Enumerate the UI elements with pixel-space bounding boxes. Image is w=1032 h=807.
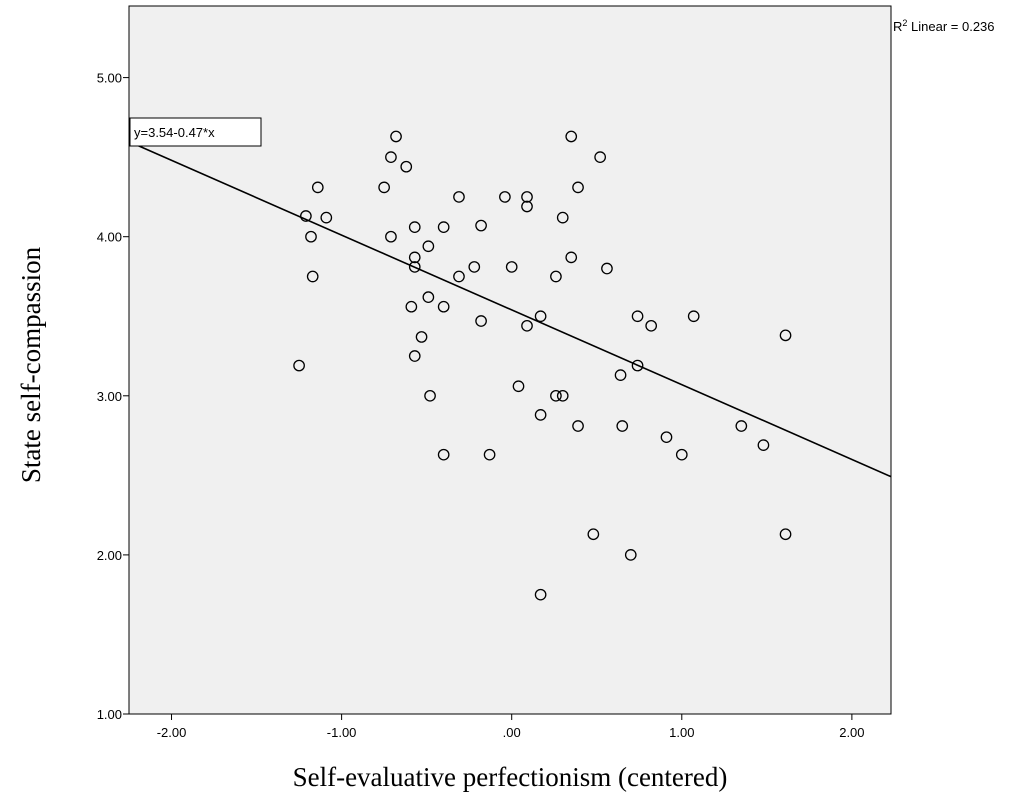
data-point [293,359,305,372]
data-point [757,439,770,451]
data-point [422,240,435,253]
x-tick-label: 2.00 [839,725,864,740]
data-points [293,130,792,601]
data-point [475,219,487,232]
data-point [378,181,390,194]
data-point [556,211,569,224]
data-point [306,270,319,283]
data-point [550,270,562,283]
regression-line [128,140,892,478]
equation-box: y=3.54-0.47*x [129,117,262,147]
data-point [521,319,533,332]
data-point [594,151,606,163]
data-point [385,151,397,163]
x-tick-label: .00 [503,725,521,740]
data-point [385,230,397,243]
y-axis: 1.00 2.00 3.00 4.00 5.00 [97,71,129,722]
equation-label: y=3.54-0.47*x [134,125,215,140]
data-point [614,369,627,381]
r-squared-label: R2 Linear = 0.236 [893,18,995,34]
data-point [320,211,333,224]
data-point [556,389,569,402]
data-point [311,181,324,194]
data-point [565,130,578,143]
data-point [521,191,533,203]
data-point [422,291,435,304]
y-tick-label: 3.00 [97,389,122,404]
data-point [675,448,688,461]
data-point [631,310,644,323]
data-point [565,251,578,264]
data-point [687,310,700,323]
y-axis-title: State self-compassion [16,246,46,483]
data-point [735,420,748,432]
y-tick-label: 5.00 [97,71,122,86]
r-squared-text: Linear = 0.236 [907,19,994,34]
data-point [601,262,613,275]
data-point [437,448,450,461]
data-point [521,200,533,213]
data-point [408,251,421,264]
data-point [505,261,518,273]
data-point [437,300,450,313]
data-point [572,181,584,194]
data-point [468,261,481,273]
plot-background [128,5,892,715]
data-point [475,315,487,327]
data-point [300,210,312,222]
data-point [779,528,792,541]
data-point [534,588,547,601]
r-squared-sup: 2 [902,18,907,28]
data-point [499,191,511,203]
data-point [405,300,418,313]
data-point [424,389,436,402]
data-point [437,221,450,234]
data-point [408,221,421,234]
data-point [453,270,465,283]
data-point [390,130,402,143]
data-point [779,329,792,342]
y-tick-label: 4.00 [97,230,122,245]
data-point [400,160,413,173]
data-point [645,319,658,332]
data-point [305,230,317,243]
x-axis: -2.00 -1.00 .00 1.00 2.00 [157,714,865,740]
x-tick-label: -1.00 [327,725,357,740]
data-point [483,448,496,461]
data-point [453,191,465,203]
data-point [624,549,637,561]
r-squared-prefix: R [893,19,902,34]
y-tick-label: 2.00 [97,548,122,563]
x-axis-title: Self-evaluative perfectionism (centered) [293,762,728,792]
data-point [408,261,421,273]
data-point [534,310,547,323]
data-point [616,420,629,432]
x-tick-label: -2.00 [157,725,187,740]
data-point [512,380,525,393]
y-tick-label: 1.00 [97,707,122,722]
data-point [631,359,644,372]
data-point [534,409,547,421]
data-point [550,389,562,402]
data-point [660,431,673,444]
x-tick-label: 1.00 [669,725,694,740]
data-point [587,528,600,541]
data-point [572,420,584,432]
data-point [408,350,421,362]
data-point [415,331,428,343]
